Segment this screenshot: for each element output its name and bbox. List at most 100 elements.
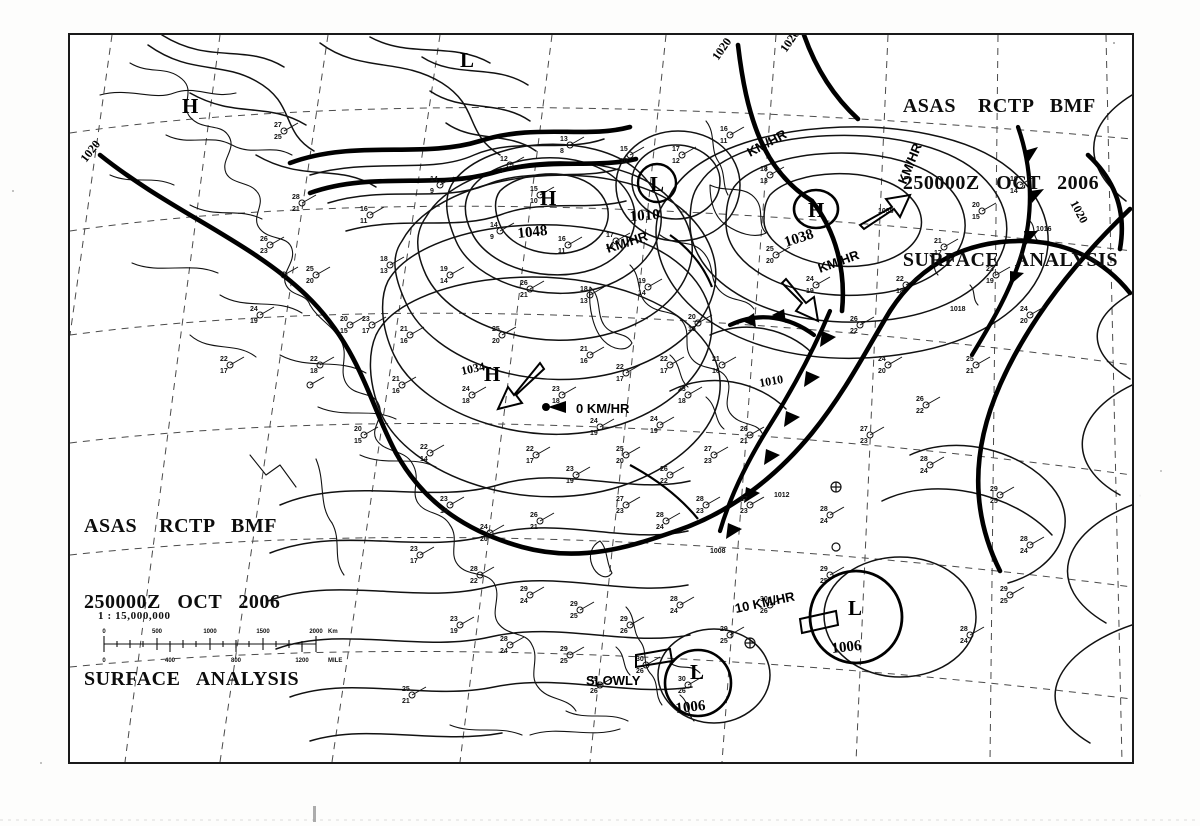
svg-text:18: 18 xyxy=(310,368,318,375)
svg-text:15: 15 xyxy=(530,186,538,193)
scale-bar: 1 : 15,000,000 xyxy=(98,610,348,672)
cold-front-barbs xyxy=(726,331,836,539)
svg-text:25: 25 xyxy=(720,638,728,645)
svg-text:23: 23 xyxy=(440,496,448,503)
svg-text:16: 16 xyxy=(392,388,400,395)
svg-text:26: 26 xyxy=(636,668,644,675)
svg-text:24: 24 xyxy=(1020,548,1028,555)
scale-unit-km: Km xyxy=(328,629,338,635)
svg-text:25: 25 xyxy=(402,686,410,693)
svg-text:25: 25 xyxy=(966,356,974,363)
front-barbs-north xyxy=(742,309,786,327)
svg-text:26: 26 xyxy=(740,426,748,433)
svg-text:23: 23 xyxy=(410,546,418,553)
svg-text:21: 21 xyxy=(580,346,588,353)
map-frame: 1020 1020 1020 1020 1034 1010 xyxy=(68,33,1134,764)
svg-text:27: 27 xyxy=(616,496,624,503)
svg-text:25: 25 xyxy=(766,246,774,253)
svg-text:22: 22 xyxy=(310,356,318,363)
svg-text:24: 24 xyxy=(920,468,928,475)
low-center-1010-north: L xyxy=(650,172,664,196)
low-center-top: L xyxy=(460,48,474,72)
svg-text:8: 8 xyxy=(560,148,564,155)
svg-text:26: 26 xyxy=(678,688,686,695)
graticule-layer xyxy=(70,35,1132,762)
svg-text:29: 29 xyxy=(520,586,528,593)
svg-text:19: 19 xyxy=(638,278,646,285)
motion-arrow-high-1034 xyxy=(496,361,546,411)
svg-text:23: 23 xyxy=(450,616,458,623)
svg-text:24: 24 xyxy=(500,648,508,655)
svg-text:29: 29 xyxy=(570,601,578,608)
svg-text:9: 9 xyxy=(490,234,494,241)
svg-text:21: 21 xyxy=(292,206,300,213)
scale-km-1000: 1000 xyxy=(203,629,217,635)
svg-text:15: 15 xyxy=(620,146,628,153)
scale-mile-800: 800 xyxy=(231,658,242,664)
svg-text:21: 21 xyxy=(934,238,942,245)
svg-text:28: 28 xyxy=(696,496,704,503)
svg-text:25: 25 xyxy=(570,613,578,620)
svg-text:23: 23 xyxy=(566,466,574,473)
high-center-upperleft: H xyxy=(182,94,198,118)
svg-text:24: 24 xyxy=(462,386,470,393)
isobar-label-1034: 1034 xyxy=(460,359,486,378)
isobar-layer: 1020 1020 1020 1020 1034 1010 xyxy=(77,35,1132,744)
svg-text:20: 20 xyxy=(972,202,980,209)
svg-text:22: 22 xyxy=(616,364,624,371)
svg-text:19: 19 xyxy=(250,318,258,325)
motion-label-slowly: SLOWLY xyxy=(586,673,641,688)
svg-text:13: 13 xyxy=(560,136,568,143)
svg-text:28: 28 xyxy=(920,456,928,463)
svg-text:19: 19 xyxy=(650,428,658,435)
svg-text:20: 20 xyxy=(688,314,696,321)
svg-text:25: 25 xyxy=(306,266,314,273)
isobar-label-1010-e: 1010 xyxy=(758,372,784,390)
svg-text:25: 25 xyxy=(616,446,624,453)
svg-text:24: 24 xyxy=(650,416,658,423)
svg-text:22: 22 xyxy=(916,408,924,415)
svg-text:16: 16 xyxy=(400,338,408,345)
low-center-1006-se: L xyxy=(848,596,862,620)
svg-text:21: 21 xyxy=(392,376,400,383)
svg-text:1016: 1016 xyxy=(1036,226,1052,233)
svg-text:23: 23 xyxy=(678,386,686,393)
svg-text:12: 12 xyxy=(500,156,508,163)
low-center-1010-north-value: 1010 xyxy=(629,207,660,225)
svg-text:14: 14 xyxy=(420,456,428,463)
svg-text:19: 19 xyxy=(566,478,574,485)
svg-text:13: 13 xyxy=(380,268,388,275)
svg-text:22: 22 xyxy=(660,478,668,485)
svg-text:26: 26 xyxy=(590,688,598,695)
svg-text:19: 19 xyxy=(1010,176,1018,183)
svg-text:14: 14 xyxy=(1010,188,1018,195)
svg-text:23: 23 xyxy=(986,266,994,273)
svg-text:20: 20 xyxy=(480,536,488,543)
svg-text:18: 18 xyxy=(462,398,470,405)
svg-text:25: 25 xyxy=(1000,598,1008,605)
svg-text:20: 20 xyxy=(306,278,314,285)
svg-text:9: 9 xyxy=(430,188,434,195)
svg-text:13: 13 xyxy=(760,178,768,185)
title-bottom-line2: 250000Z OCT 2006 xyxy=(84,591,281,614)
svg-text:22: 22 xyxy=(896,276,904,283)
title-top-line1: ASAS RCTP BMF xyxy=(902,95,1096,118)
scale-unit-mile: MILE xyxy=(328,658,342,664)
scale-km-2000: 2000 xyxy=(309,629,323,635)
svg-text:24: 24 xyxy=(820,518,828,525)
svg-text:13: 13 xyxy=(580,298,588,305)
svg-text:19: 19 xyxy=(440,266,448,273)
motion-label-kmhr-c: KM/HR xyxy=(816,247,862,276)
svg-text:19: 19 xyxy=(806,288,814,295)
svg-text:26: 26 xyxy=(760,608,768,615)
svg-text:17: 17 xyxy=(362,328,370,335)
svg-text:20: 20 xyxy=(878,368,886,375)
motion-label-kmhr-ten: 10 KM/HR xyxy=(734,589,797,616)
svg-text:15: 15 xyxy=(340,328,348,335)
svg-text:17: 17 xyxy=(410,558,418,565)
svg-text:14: 14 xyxy=(490,222,498,229)
svg-text:26: 26 xyxy=(620,628,628,635)
svg-text:26: 26 xyxy=(530,512,538,519)
svg-text:24: 24 xyxy=(878,356,886,363)
svg-text:30: 30 xyxy=(636,656,644,663)
